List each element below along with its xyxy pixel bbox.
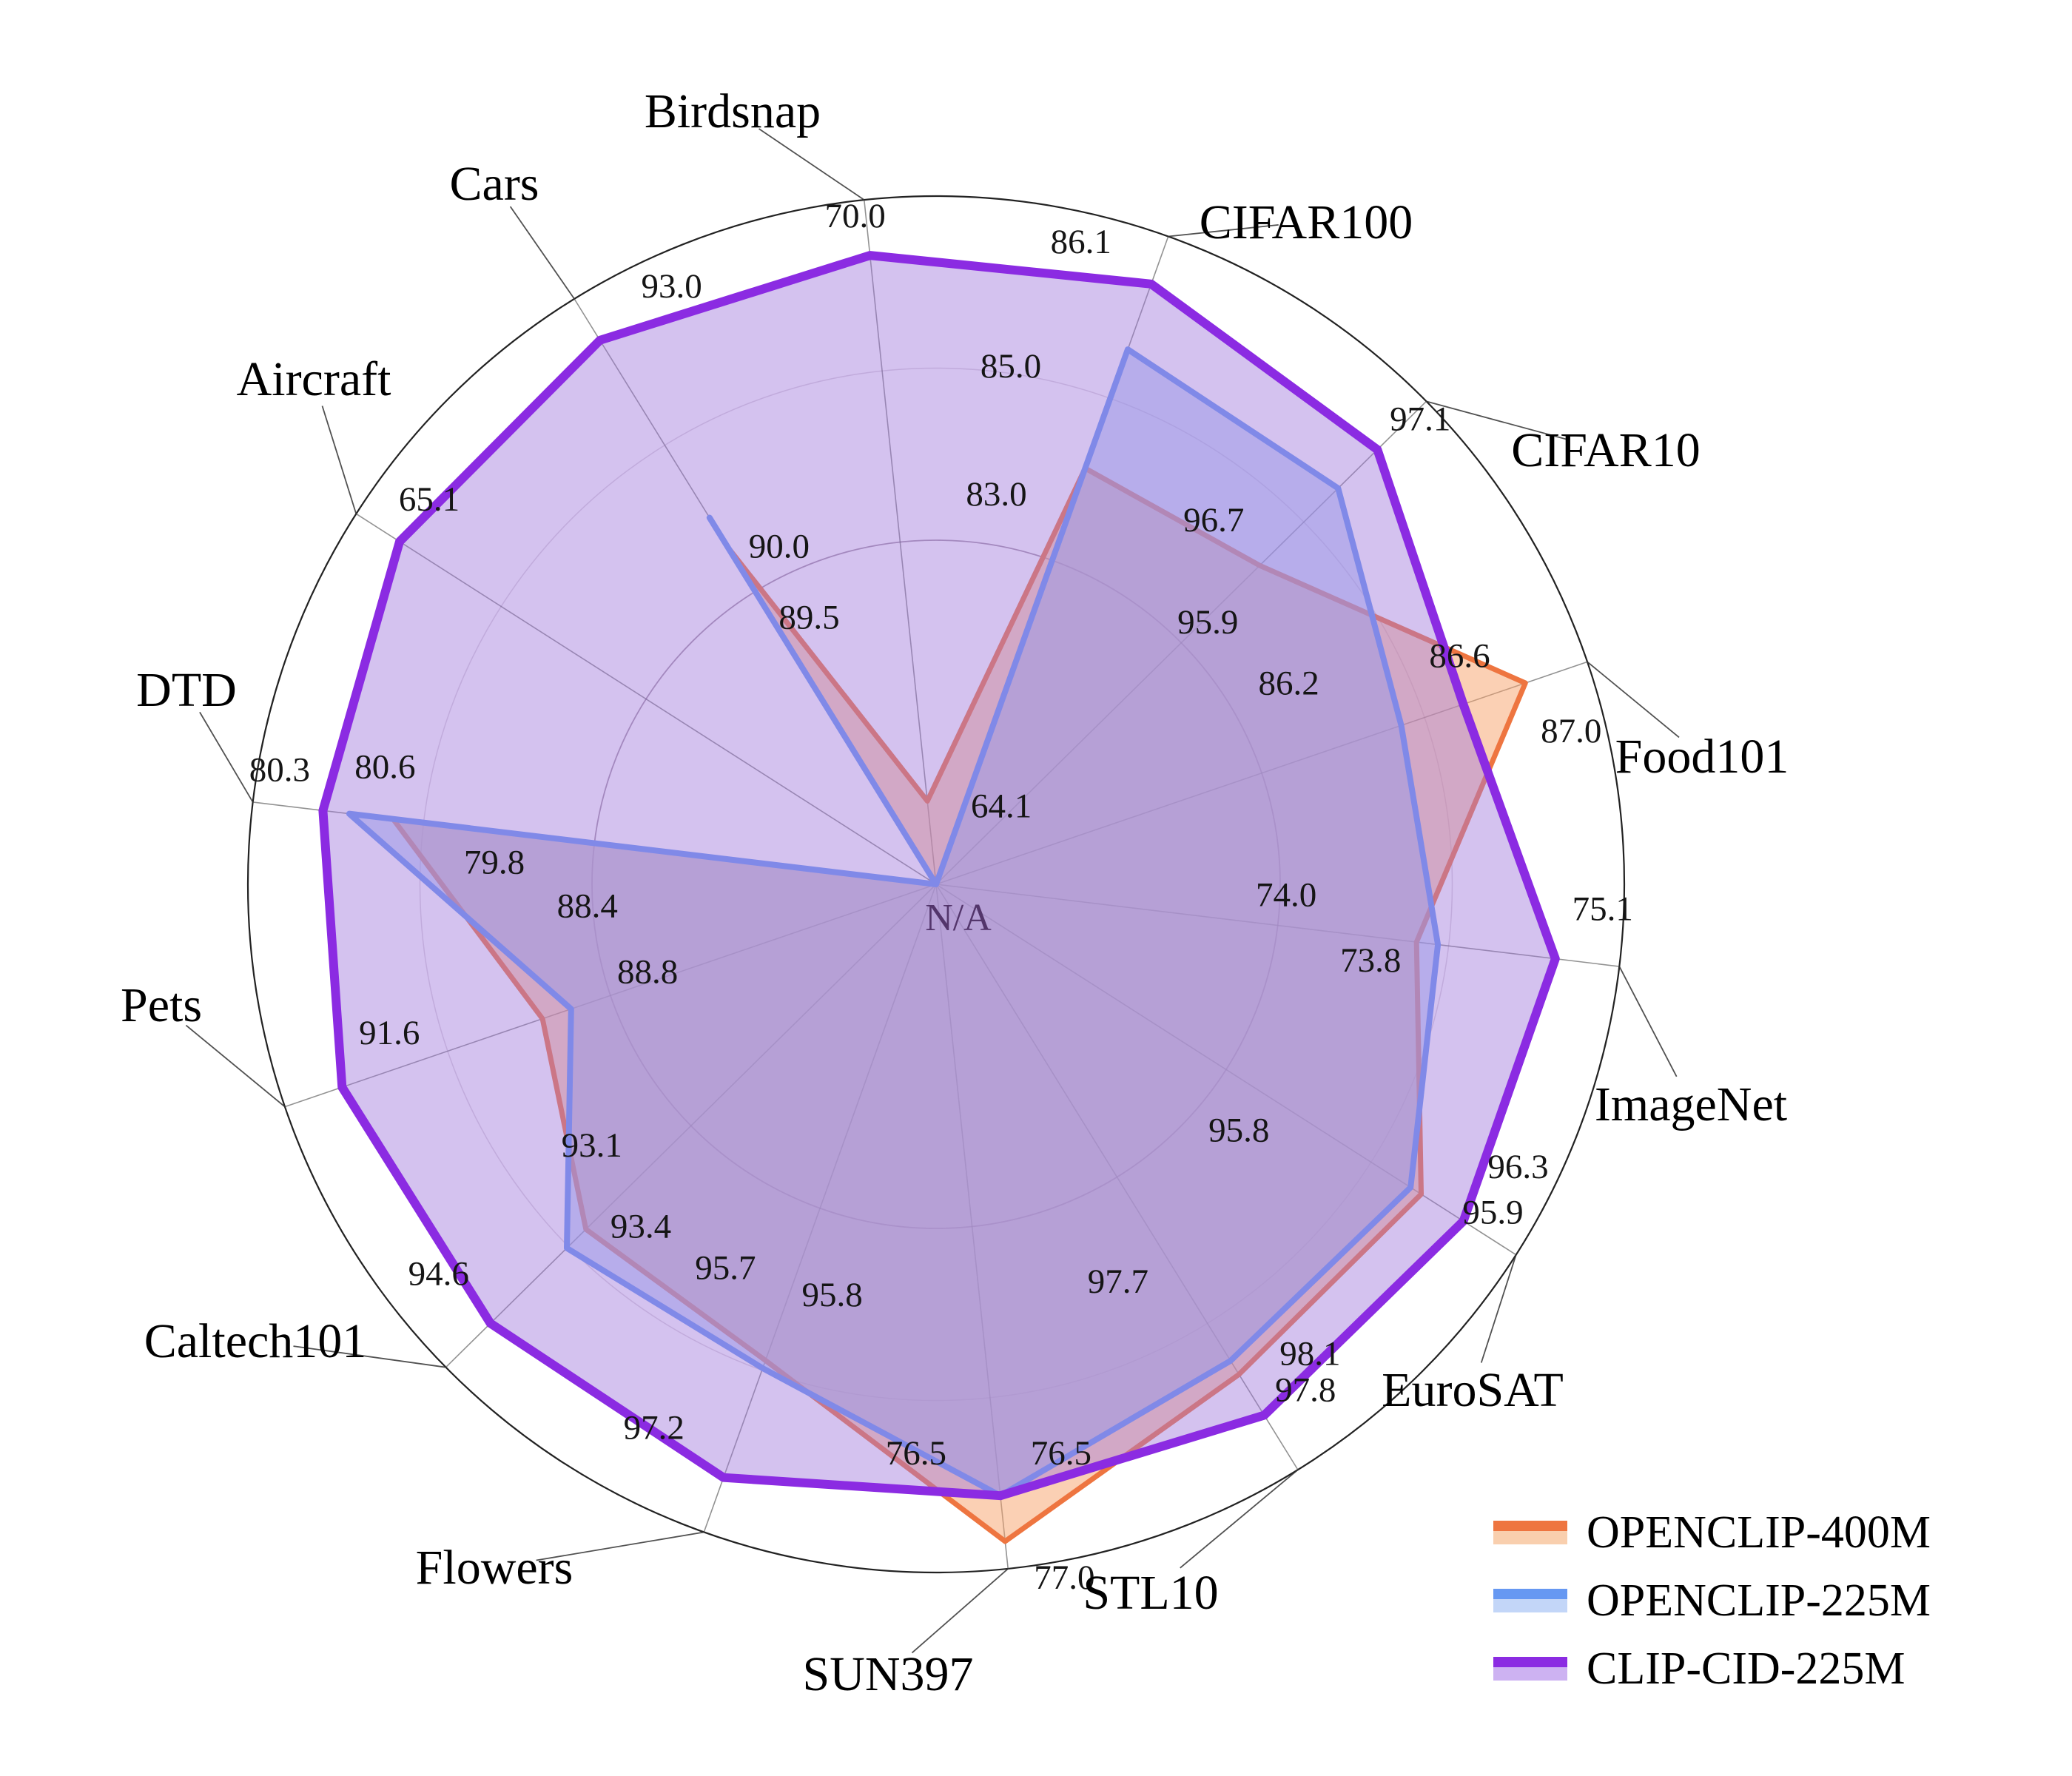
- value-label-Pets-OPENCLIP-225M: 88.4: [557, 887, 618, 925]
- value-label-ImageNet-CLIP-CID-225M: 75.1: [1572, 890, 1633, 929]
- axis-label-Aircraft: Aircraft: [237, 352, 391, 406]
- axis-callout: [185, 1024, 286, 1108]
- axis-callout: [321, 406, 357, 514]
- series-fill-OPENCLIP-225M: [349, 349, 1439, 1496]
- value-label-Food101-CLIP-CID-225M: 86.6: [1429, 637, 1490, 676]
- legend-line-color: [1493, 1521, 1567, 1531]
- value-label-CIFAR100-CLIP-CID-225M: 86.1: [1051, 223, 1111, 261]
- axis-label-SUN397: SUN397: [802, 1647, 973, 1701]
- legend-swatch-openclip-400m: [1493, 1521, 1567, 1544]
- value-label-SUN397-OPENCLIP-225M: 76.5: [886, 1434, 946, 1473]
- series-line-CLIP-CID-225M: [318, 251, 1560, 1501]
- value-label-Birdsnap-OPENCLIP-400M: 64.1: [971, 787, 1032, 826]
- axis-callout: [1480, 1254, 1517, 1363]
- axis-callout: [536, 1531, 704, 1561]
- axis-label-Caltech101: Caltech101: [144, 1314, 367, 1368]
- value-label-STL10-CLIP-CID-225M: 98.1: [1279, 1335, 1340, 1373]
- axis-callout: [199, 711, 254, 803]
- value-label-Flowers-CLIP-CID-225M: 97.2: [624, 1409, 684, 1447]
- value-label-ImageNet-OPENCLIP-225M: 74.0: [1256, 876, 1316, 915]
- value-label-Food101-OPENCLIP-400M: 87.0: [1541, 712, 1601, 750]
- legend-fill-color: [1493, 1667, 1567, 1681]
- value-label-Pets-CLIP-CID-225M: 91.6: [359, 1014, 420, 1052]
- value-label-Caltech101-OPENCLIP-400M: 93.1: [562, 1126, 622, 1165]
- value-label-Birdsnap-CLIP-CID-225M: 70.0: [825, 197, 886, 235]
- legend-label: OPENCLIP-225M: [1587, 1575, 1931, 1626]
- value-label-CIFAR10-OPENCLIP-400M: 95.9: [1177, 603, 1238, 642]
- value-label-Aircraft-CLIP-CID-225M: 65.1: [399, 480, 460, 519]
- legend-line-color: [1493, 1589, 1567, 1599]
- axis-callout: [758, 128, 865, 201]
- value-label-STL10-OPENCLIP-225M: 97.7: [1088, 1262, 1148, 1301]
- value-label-EuroSAT-OPENCLIP-400M: 95.9: [1462, 1194, 1523, 1232]
- value-label-Caltech101-CLIP-CID-225M: 94.6: [408, 1254, 469, 1293]
- legend-swatch-openclip-225m: [1493, 1589, 1567, 1612]
- legend: OPENCLIP-400M OPENCLIP-225M CLIP-CID-225…: [1493, 1510, 1931, 1692]
- legend-fill-color: [1493, 1599, 1567, 1612]
- axis-callout: [911, 1568, 1009, 1654]
- legend-label: CLIP-CID-225M: [1587, 1644, 1906, 1694]
- value-label-Cars-OPENCLIP-225M: 90.0: [749, 528, 810, 566]
- axis-label-Cars: Cars: [450, 157, 539, 211]
- value-label-DTD-OPENCLIP-400M: 79.8: [464, 844, 525, 882]
- na-label: N/A: [925, 897, 992, 939]
- axis-spoke: [355, 513, 937, 885]
- value-label-STL10-OPENCLIP-400M: 97.8: [1275, 1370, 1336, 1409]
- axis-label-ImageNet: ImageNet: [1595, 1077, 1787, 1131]
- axis-callout: [1168, 224, 1279, 238]
- value-label-EuroSAT-OPENCLIP-225M: 95.8: [1208, 1111, 1269, 1150]
- axis-callout: [293, 1345, 446, 1368]
- series-fill-CLIP-CID-225M: [323, 255, 1555, 1496]
- axis-label-EuroSAT: EuroSAT: [1382, 1363, 1564, 1417]
- value-label-Food101-OPENCLIP-225M: 86.2: [1259, 664, 1319, 702]
- value-label-Caltech101-OPENCLIP-225M: 93.4: [610, 1208, 671, 1246]
- axis-spoke: [863, 200, 937, 885]
- axis-callout: [1587, 661, 1680, 739]
- legend-item-openclip-400m: OPENCLIP-400M: [1493, 1510, 1931, 1555]
- legend-fill-color: [1493, 1531, 1567, 1544]
- value-label-Cars-CLIP-CID-225M: 93.0: [642, 267, 702, 306]
- value-label-CIFAR10-CLIP-CID-225M: 97.1: [1390, 400, 1450, 439]
- value-label-CIFAR10-OPENCLIP-225M: 96.7: [1183, 501, 1244, 539]
- axis-label-CIFAR100: CIFAR100: [1200, 195, 1413, 249]
- axis-callout: [1180, 1469, 1299, 1569]
- axis-callout: [1426, 400, 1570, 441]
- axis-label-CIFAR10: CIFAR10: [1511, 423, 1701, 477]
- axis-callout: [1618, 966, 1678, 1077]
- axis-label-Food101: Food101: [1615, 730, 1789, 784]
- legend-line-color: [1493, 1657, 1567, 1667]
- value-label-DTD-OPENCLIP-225M: 80.3: [249, 751, 310, 790]
- value-label-EuroSAT-CLIP-CID-225M: 96.3: [1487, 1148, 1548, 1186]
- value-label-ImageNet-OPENCLIP-400M: 73.8: [1340, 941, 1401, 980]
- value-label-Flowers-OPENCLIP-225M: 95.8: [802, 1276, 863, 1314]
- axis-label-Pets: Pets: [121, 978, 202, 1032]
- axis-label-DTD: DTD: [136, 663, 237, 717]
- value-label-CIFAR100-OPENCLIP-225M: 85.0: [980, 347, 1041, 386]
- grid-circle-outer: [246, 195, 1626, 1574]
- axis-callout: [509, 206, 575, 300]
- legend-label: OPENCLIP-400M: [1587, 1507, 1931, 1558]
- axis-label-Flowers: Flowers: [416, 1541, 574, 1595]
- axis-label-STL10: STL10: [1083, 1566, 1218, 1620]
- value-label-CIFAR100-OPENCLIP-400M: 83.0: [966, 475, 1026, 514]
- legend-item-clip-cid-225m: CLIP-CID-225M: [1493, 1646, 1931, 1692]
- value-label-SUN397-CLIP-CID-225M: 76.5: [1031, 1434, 1092, 1473]
- axis-label-Birdsnap: Birdsnap: [645, 84, 821, 138]
- legend-swatch-clip-cid-225m: [1493, 1657, 1567, 1681]
- value-label-DTD-CLIP-CID-225M: 80.6: [354, 747, 415, 786]
- legend-item-openclip-225m: OPENCLIP-225M: [1493, 1578, 1931, 1624]
- value-label-SUN397-OPENCLIP-400M: 77.0: [1034, 1558, 1094, 1597]
- value-label-Flowers-OPENCLIP-400M: 95.7: [695, 1248, 756, 1287]
- value-label-Cars-OPENCLIP-400M: 89.5: [778, 598, 839, 636]
- value-label-Pets-OPENCLIP-400M: 88.8: [617, 953, 678, 992]
